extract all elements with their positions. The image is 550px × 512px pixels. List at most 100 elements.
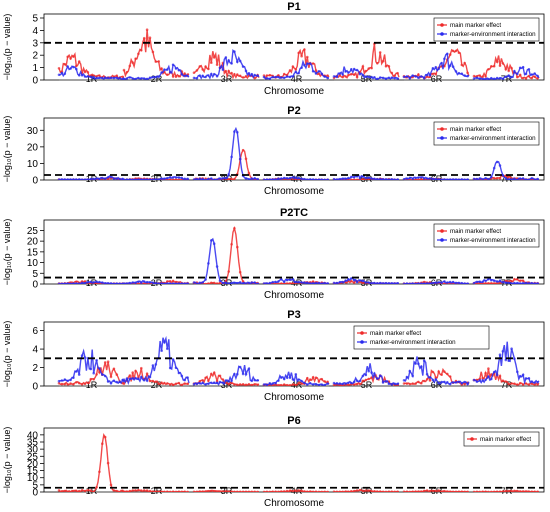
y-tick-label: 10 xyxy=(27,159,39,170)
marker-point xyxy=(475,490,479,492)
x-axis-label: Chromosome xyxy=(264,392,324,403)
marker-point xyxy=(174,282,178,284)
marker-point xyxy=(171,358,175,361)
marker-point xyxy=(332,177,336,180)
chromosome-label: 1R xyxy=(86,380,98,390)
marker-point xyxy=(280,383,283,386)
marker-point xyxy=(69,178,72,180)
marker-point xyxy=(125,377,129,381)
marker-point xyxy=(487,178,490,180)
marker-point xyxy=(198,382,202,385)
marker-point xyxy=(507,74,511,77)
marker-point xyxy=(75,64,78,68)
marker-point xyxy=(218,380,222,384)
marker-point xyxy=(106,360,110,364)
marker-point xyxy=(355,379,359,383)
marker-point xyxy=(536,74,539,78)
marker-point xyxy=(288,384,292,386)
marker-point xyxy=(168,282,172,284)
marker-point xyxy=(332,75,336,78)
marker-point xyxy=(236,73,239,76)
marker-point xyxy=(390,76,394,79)
marker-point xyxy=(355,75,359,79)
marker-point xyxy=(256,282,259,284)
marker-point xyxy=(201,74,204,78)
marker-point xyxy=(487,68,490,71)
marker-point xyxy=(507,489,510,492)
marker-point xyxy=(457,178,461,180)
marker-point xyxy=(384,380,388,383)
marker-point xyxy=(277,280,280,283)
marker-point xyxy=(192,76,196,80)
legend: main marker effect marker-environment int… xyxy=(353,325,490,350)
marker-point xyxy=(300,379,303,383)
marker-point xyxy=(140,77,143,80)
marker-point xyxy=(112,76,116,80)
marker-point xyxy=(484,490,487,492)
marker-point xyxy=(335,178,339,180)
marker-point xyxy=(115,177,119,180)
chromosome-label: 1R xyxy=(86,74,98,84)
marker-point xyxy=(288,176,292,180)
marker-point xyxy=(350,68,353,71)
marker-point xyxy=(536,490,539,492)
marker-point xyxy=(303,177,306,180)
marker-point xyxy=(411,382,415,385)
marker-point xyxy=(227,282,230,284)
marker-point xyxy=(516,370,519,374)
marker-point xyxy=(291,282,295,284)
marker-point xyxy=(63,382,67,386)
marker-point xyxy=(103,177,107,180)
marker-point xyxy=(457,51,461,54)
marker-point xyxy=(326,178,329,180)
marker-point xyxy=(241,76,245,79)
marker-point xyxy=(524,490,528,492)
marker-point xyxy=(306,55,309,59)
marker-point xyxy=(472,74,476,78)
marker-point xyxy=(171,383,175,386)
marker-point xyxy=(224,176,228,180)
marker-point xyxy=(244,282,248,284)
marker-point xyxy=(384,490,388,492)
marker-point xyxy=(236,372,239,376)
panel-title: P2 xyxy=(287,105,300,117)
marker-point xyxy=(154,363,158,366)
marker-point xyxy=(83,178,87,180)
marker-point xyxy=(510,382,513,385)
marker-point xyxy=(256,74,259,77)
marker-point xyxy=(448,382,452,386)
marker-point xyxy=(510,66,513,70)
marker-point xyxy=(484,75,487,78)
marker-point xyxy=(527,178,531,180)
marker-point xyxy=(145,28,149,32)
marker-point xyxy=(218,177,222,180)
marker-point xyxy=(384,64,388,68)
marker-point xyxy=(387,282,391,284)
marker-point xyxy=(492,64,496,68)
legend-box xyxy=(433,17,540,42)
marker-point xyxy=(504,67,508,71)
marker-point xyxy=(250,281,254,284)
marker-point xyxy=(134,489,137,492)
marker-point xyxy=(160,67,163,70)
marker-point xyxy=(434,177,438,180)
marker-point xyxy=(163,68,166,71)
marker-point xyxy=(341,73,345,76)
marker-point xyxy=(174,178,178,180)
marker-point xyxy=(460,72,464,75)
marker-point xyxy=(378,76,382,79)
marker-point xyxy=(355,489,359,492)
marker-point xyxy=(95,486,98,489)
chromosome-label: 3R xyxy=(221,74,233,84)
marker-point xyxy=(466,490,469,492)
marker-point xyxy=(204,490,207,492)
marker-point xyxy=(463,74,467,77)
marker-point xyxy=(478,74,482,77)
series-interaction xyxy=(57,49,540,80)
marker-point xyxy=(524,377,528,380)
marker-point xyxy=(451,178,455,180)
marker-point xyxy=(495,490,499,492)
marker-point xyxy=(160,177,163,180)
marker-point xyxy=(250,177,254,180)
